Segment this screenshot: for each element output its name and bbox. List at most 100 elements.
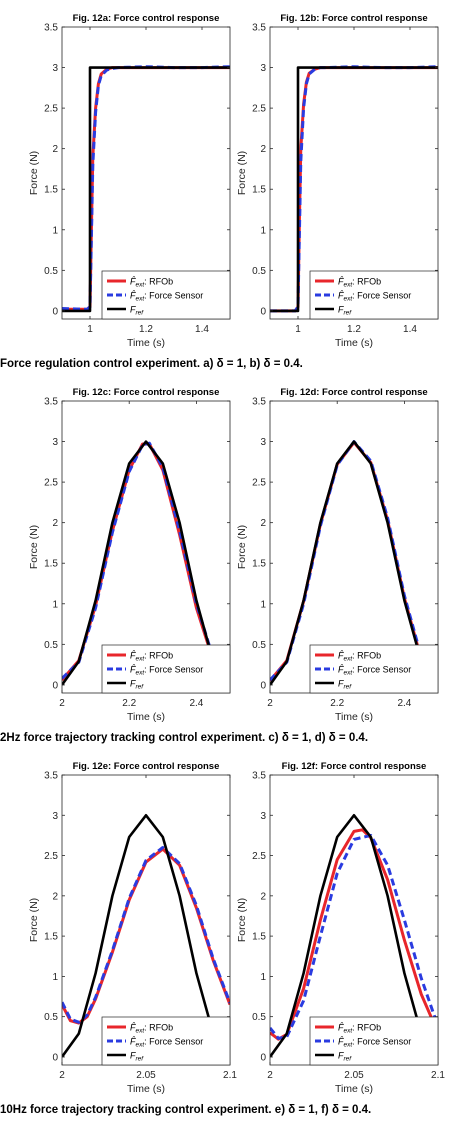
legend-label: F̂ext: RFOb — [130, 650, 173, 662]
x-axis-label: Time (s) — [127, 711, 165, 723]
x-tick-label: 2.05 — [344, 1070, 364, 1081]
y-tick-label: 2 — [52, 891, 58, 902]
x-tick-label: 1.4 — [195, 324, 209, 335]
series-line — [62, 440, 230, 686]
x-tick-label: 2.2 — [122, 698, 136, 709]
y-tick-label: 0.5 — [252, 1012, 266, 1023]
legend-box — [101, 1016, 231, 1066]
legend-box — [101, 270, 231, 320]
legend-label: F̂ext: RFOb — [338, 1022, 381, 1034]
y-tick-label: 2.5 — [44, 478, 58, 489]
y-tick-label: 1 — [52, 972, 58, 983]
y-tick-label: 1 — [52, 225, 58, 236]
legend-label: Fref — [338, 679, 352, 691]
y-tick-label: 3 — [52, 811, 58, 822]
y-tick-label: 1 — [52, 599, 58, 610]
y-tick-label: 2 — [52, 144, 58, 155]
series-line — [270, 440, 438, 686]
y-tick-label: 1.5 — [252, 185, 266, 196]
x-tick-label: 2.2 — [330, 698, 344, 709]
y-tick-label: 0.5 — [44, 1012, 58, 1023]
y-tick-label: 3.5 — [252, 771, 266, 782]
legend-label: F̂ext: RFOb — [338, 276, 381, 288]
series-line — [270, 814, 423, 1058]
x-tick-label: 2 — [267, 1070, 273, 1081]
y-tick-label: 3.5 — [252, 397, 266, 408]
y-tick-label: 0.5 — [44, 640, 58, 651]
y-tick-label: 3 — [260, 811, 266, 822]
y-axis-label: Force (N) — [236, 898, 248, 942]
y-tick-label: 0 — [260, 1052, 266, 1063]
series-line — [270, 440, 438, 682]
chart-panel: Fig. 12b: Force control response 0 0.5 1 1.5… — [236, 13, 439, 349]
y-tick-label: 1 — [260, 972, 266, 983]
x-tick-label: 2.4 — [189, 698, 203, 709]
x-tick-label: 2.1 — [223, 1070, 237, 1081]
x-tick-label: 2.05 — [136, 1070, 156, 1081]
y-tick-label: 0 — [260, 680, 266, 691]
legend-label: Fref — [130, 679, 144, 691]
x-axis-label: Time (s) — [127, 337, 165, 349]
y-tick-label: 3.5 — [44, 23, 58, 34]
series-line — [62, 441, 230, 680]
x-tick-label: 1 — [87, 324, 93, 335]
y-tick-label: 2 — [260, 518, 266, 529]
legend-label: Fref — [338, 305, 352, 317]
x-tick-label: 2.1 — [431, 1070, 445, 1081]
y-tick-label: 0 — [52, 680, 58, 691]
y-tick-label: 3 — [52, 437, 58, 448]
legend-label: F̂ext: Force Sensor — [130, 664, 203, 676]
x-tick-label: 2.4 — [397, 698, 411, 709]
y-tick-label: 0 — [260, 306, 266, 317]
y-tick-label: 1.5 — [44, 185, 58, 196]
y-axis-label: Force (N) — [28, 151, 40, 195]
x-tick-label: 1.4 — [403, 324, 417, 335]
x-axis-label: Time (s) — [335, 337, 373, 349]
y-tick-label: 2 — [260, 891, 266, 902]
x-tick-label: 1 — [295, 324, 301, 335]
chart-title: Fig. 12f: Force control response — [282, 761, 427, 772]
y-tick-label: 0 — [52, 1052, 58, 1063]
chart-title: Fig. 12d: Force control response — [280, 387, 427, 398]
y-axis-label: Force (N) — [28, 525, 40, 569]
legend-label: F̂ext: Force Sensor — [338, 664, 411, 676]
legend: F̂ext: RFOb F̂ext: Force Sensor Fref — [101, 1016, 231, 1066]
y-tick-label: 1.5 — [44, 559, 58, 570]
y-tick-label: 2.5 — [252, 851, 266, 862]
y-tick-label: 2.5 — [44, 104, 58, 115]
legend: F̂ext: RFOb F̂ext: Force Sensor Fref — [309, 644, 439, 694]
y-axis-label: Force (N) — [236, 525, 248, 569]
series-line — [62, 442, 230, 681]
series-line — [270, 66, 438, 313]
y-tick-label: 2 — [260, 144, 266, 155]
legend: F̂ext: RFOb F̂ext: Force Sensor Fref — [309, 270, 439, 320]
legend: F̂ext: RFOb F̂ext: Force Sensor Fref — [309, 1016, 439, 1066]
legend-label: Fref — [130, 305, 144, 317]
x-tick-label: 2 — [59, 1070, 65, 1081]
y-tick-label: 3 — [52, 63, 58, 74]
y-tick-label: 1.5 — [252, 932, 266, 943]
y-tick-label: 1 — [260, 225, 266, 236]
x-axis-label: Time (s) — [127, 1083, 165, 1095]
legend-label: Fref — [338, 1051, 352, 1063]
chart-title: Fig. 12a: Force control response — [73, 13, 220, 24]
chart-panel: Fig. 12d: Force control response 0 0.5 1 1.5… — [236, 387, 439, 723]
y-axis-label: Force (N) — [28, 898, 40, 942]
legend-label: F̂ext: RFOb — [130, 1022, 173, 1034]
x-axis-label: Time (s) — [335, 711, 373, 723]
y-tick-label: 3.5 — [44, 397, 58, 408]
x-tick-label: 2 — [59, 698, 65, 709]
legend-box — [309, 270, 439, 320]
chart-panel: Fig. 12f: Force control response 0 0.5 1 1.5… — [236, 761, 445, 1095]
y-tick-label: 2.5 — [252, 104, 266, 115]
legend-label: Fref — [130, 1051, 144, 1063]
y-tick-label: 2 — [52, 518, 58, 529]
x-tick-label: 2 — [267, 698, 273, 709]
legend-label: F̂ext: RFOb — [338, 650, 381, 662]
series-line — [62, 66, 230, 313]
chart-panel: Fig. 12c: Force control response 0 0.5 1 1.5… — [28, 387, 231, 723]
legend-label: F̂ext: RFOb — [130, 276, 173, 288]
chart-panel: Fig. 12a: Force control response 0 0.5 1 1.5… — [28, 13, 231, 349]
series-line — [62, 814, 215, 1058]
